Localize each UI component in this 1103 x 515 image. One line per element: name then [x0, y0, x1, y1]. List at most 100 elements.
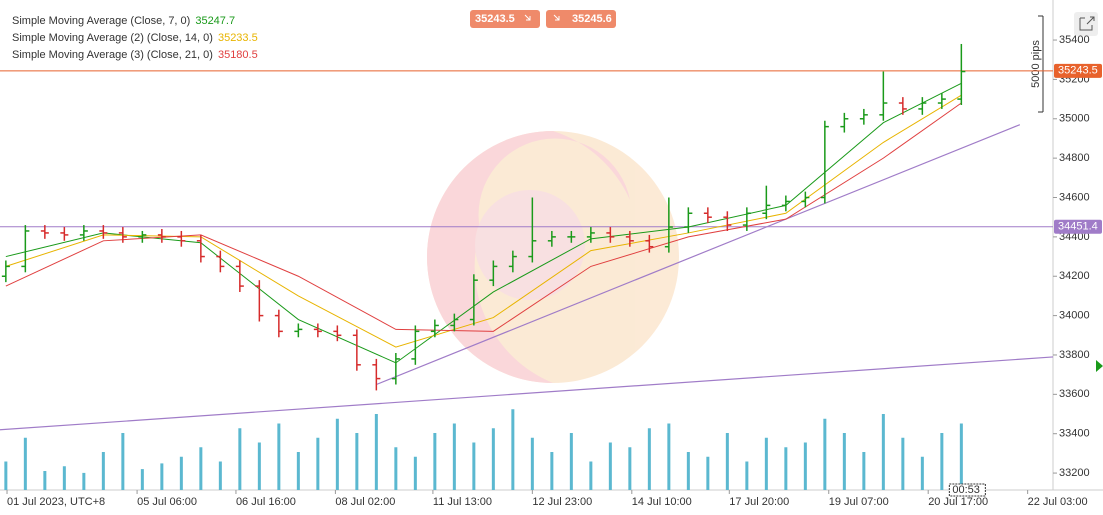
volume-bar	[569, 433, 573, 490]
trend-line	[376, 124, 1021, 386]
y-tick-label: 34600	[1059, 191, 1090, 203]
ask-badge[interactable]	[546, 10, 616, 28]
y-tick-label: 34800	[1059, 152, 1090, 164]
volume-bar	[959, 423, 963, 490]
bid-price: 35243.5	[475, 13, 515, 25]
volume-bar	[433, 433, 437, 490]
ask-price: 35245.6	[572, 13, 612, 25]
trend-line	[0, 356, 1054, 431]
y-tick-label: 34000	[1059, 310, 1090, 322]
x-tick-label: 22 Jul 03:00	[1028, 496, 1088, 508]
x-tick-label: 19 Jul 07:00	[829, 496, 889, 508]
volume-bar	[764, 437, 768, 490]
y-tick-label: 34200	[1059, 270, 1090, 282]
volume-bar	[862, 452, 866, 490]
volume-bar	[803, 442, 807, 490]
volume-bar	[277, 423, 281, 490]
volume-bar	[82, 472, 86, 490]
x-tick-label: 20 Jul 17:00	[928, 496, 988, 508]
volume-bar	[881, 414, 885, 490]
volume-bar	[550, 452, 554, 490]
volume-bar	[218, 461, 222, 490]
volume-bar	[472, 442, 476, 490]
volume-bar	[101, 452, 105, 490]
volume-bar	[842, 433, 846, 490]
x-tick-label: 05 Jul 06:00	[137, 496, 197, 508]
volume-bar	[745, 461, 749, 490]
volume-bar	[199, 447, 203, 490]
volume-bar	[121, 433, 125, 490]
volume-bar	[511, 409, 515, 490]
price-label-box	[1054, 219, 1102, 234]
y-tick-label: 33400	[1059, 428, 1090, 440]
y-tick-label: 33200	[1059, 467, 1090, 479]
volume-bar	[920, 456, 924, 490]
price-label: 34451.4	[1058, 221, 1098, 233]
volume-bar	[608, 442, 612, 490]
volume-bar	[374, 414, 378, 490]
watermark	[427, 131, 679, 383]
x-tick-label: 14 Jul 10:00	[632, 496, 692, 508]
y-tick-label: 34400	[1059, 231, 1090, 243]
countdown: 00:53	[952, 484, 980, 496]
moving-average-line	[5, 102, 962, 332]
y-tick-label: 33800	[1059, 349, 1090, 361]
volume-bar	[140, 469, 144, 490]
bid-badge[interactable]	[470, 10, 540, 28]
volume-bar	[43, 471, 47, 490]
x-tick-label: 11 Jul 13:00	[433, 496, 492, 508]
volume-bar	[179, 456, 183, 490]
range-label: 5000 pips	[1030, 40, 1042, 88]
volume-bar	[667, 423, 671, 490]
y-tick-label: 35000	[1059, 113, 1090, 125]
y-tick-label: 33600	[1059, 388, 1090, 400]
legend-value: 35180.5	[218, 49, 258, 61]
legend-value: 35233.5	[218, 32, 258, 44]
volume-bar	[23, 437, 27, 490]
volume-bar	[628, 447, 632, 490]
volume-bar	[452, 423, 456, 490]
countdown-box	[948, 483, 986, 497]
moving-average-line	[5, 94, 962, 348]
volume-bar	[394, 447, 398, 490]
legend-entry: Simple Moving Average (2) (Close, 14, 0)	[12, 32, 213, 44]
legend-entry: Simple Moving Average (Close, 7, 0)	[12, 15, 190, 27]
ask-arrow	[553, 14, 560, 21]
volume-bar	[160, 463, 164, 490]
legend-entry: Simple Moving Average (3) (Close, 21, 0)	[12, 49, 213, 61]
volume-bar	[530, 437, 534, 490]
moving-average-line	[5, 82, 962, 364]
price-label-box	[1054, 63, 1102, 78]
volume-bar	[589, 461, 593, 490]
volume-bar	[335, 418, 339, 490]
x-tick-label: 08 Jul 02:00	[335, 496, 395, 508]
volume-bar	[413, 456, 417, 490]
volume-bar	[940, 433, 944, 490]
volume-bar	[647, 428, 651, 490]
volume-bar	[238, 428, 242, 490]
volume-bar	[355, 433, 359, 490]
x-tick-label: 01 Jul 2023, UTC+8	[7, 496, 105, 508]
x-tick-label: 06 Jul 16:00	[236, 496, 296, 508]
x-tick-label: 12 Jul 23:00	[532, 496, 592, 508]
volume-bar	[784, 447, 788, 490]
volume-bar	[316, 437, 320, 490]
popout-icon	[1079, 16, 1095, 31]
volume-bar	[257, 442, 261, 490]
legend-value: 35247.7	[195, 15, 235, 27]
volume-bar	[686, 452, 690, 490]
bid-arrow	[524, 14, 531, 21]
volume-bar	[823, 418, 827, 490]
price-label: 35243.5	[1058, 65, 1098, 77]
volume-bar	[62, 466, 66, 490]
y-tick-label: 35400	[1059, 34, 1090, 46]
volume-bar	[296, 452, 300, 490]
volume-bar	[901, 437, 905, 490]
volume-bar	[706, 456, 710, 490]
edge-marker	[1096, 360, 1103, 372]
popout-button[interactable]	[1074, 12, 1098, 36]
legend: Simple Moving Average (Close, 7, 0) 35247…	[12, 15, 258, 61]
volume-bar	[725, 433, 729, 490]
